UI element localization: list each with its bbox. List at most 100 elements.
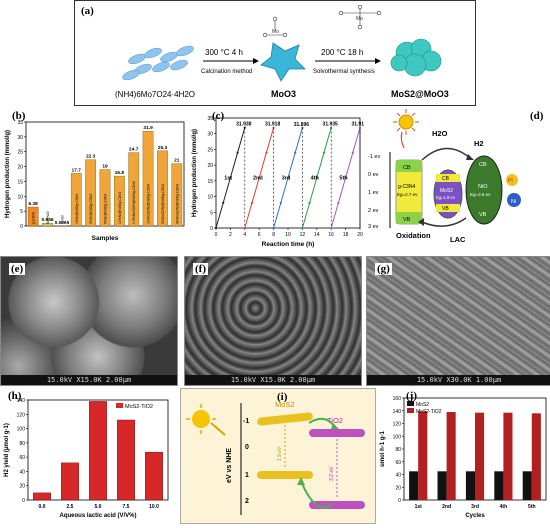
chart-h-category-label: 7.5 xyxy=(123,504,130,510)
chart-b-category-label: MoS2 xyxy=(60,215,64,224)
nhe-tick-m1: -1 xyxy=(243,418,249,425)
chart-j-svg: 0 20 40 60 80 100 120 140 160 1st 2nd 3rd 4th 5th MoS2… xyxy=(380,396,547,519)
chart-c-point xyxy=(279,201,282,204)
chart-j-ytick-label: 120 xyxy=(393,422,402,428)
chart-c-point xyxy=(301,126,304,129)
pt-particle xyxy=(506,174,518,186)
h2-text: H2 xyxy=(474,139,484,148)
chart-c-xlabel: Reaction time (h) xyxy=(262,241,315,248)
chart-j-category-label: 4th xyxy=(500,504,508,510)
chart-b-bar xyxy=(142,131,154,227)
chart-b-value-label: 0.946 xyxy=(42,217,54,223)
pt-text: Pt xyxy=(508,178,513,184)
chart-b-value-label: 19 xyxy=(102,164,108,170)
nio-eg: Eg=3.5 ev xyxy=(470,192,491,197)
chart-h-legend-swatch xyxy=(116,403,123,408)
chart-j-bar xyxy=(409,471,419,500)
chart-j-ytick-label: 140 xyxy=(393,409,402,415)
chart-b-category-label: Ni@NiO xyxy=(46,211,50,224)
chart-c-point xyxy=(286,176,290,179)
nio-name: NiO xyxy=(478,184,488,190)
chart-j-ytick-label: 80 xyxy=(395,447,401,453)
chart-j-ytick-label: 60 xyxy=(395,460,401,466)
sem-scale-g: 15.0kV X30.0K 1.00μm xyxy=(367,375,550,385)
chart-c-point xyxy=(258,176,261,179)
chart-b-value-label: 24.7 xyxy=(129,147,139,153)
chart-c-frame xyxy=(215,117,361,229)
chart-c-svg: 0 5 10 15 20 25 30 35 0 2 4 6 8 10 12 14 16 18 20 31.938 1st… xyxy=(192,116,367,248)
chart-b-bar xyxy=(56,225,68,227)
chart-c-point xyxy=(294,151,297,154)
chart-b-value-label: 16.8 xyxy=(115,170,125,176)
chart-c-point xyxy=(322,151,326,154)
chart-b-category-label: 5%Ni@NiO/g-C3N4 xyxy=(104,194,108,224)
panel-h-label: (h) xyxy=(8,390,22,402)
chart-c-ytick-label: 5 xyxy=(210,210,213,216)
chart-h-category-label: 5.0 xyxy=(95,504,102,510)
chart-j-bar xyxy=(503,412,513,500)
step2-bottom-text: Solvothermal synthesis xyxy=(313,69,375,75)
chart-c-ytick-label: 35 xyxy=(207,116,213,122)
precursor-crystals xyxy=(122,45,194,81)
panel-i-graphic: eV vs NHE -1 0 1 2 MoS2 TiO2 1.9 eV 3.2 … xyxy=(186,400,365,515)
chart-c-point xyxy=(351,151,354,154)
chart-c-point xyxy=(214,226,218,230)
panel-i: eV vs NHE -1 0 1 2 MoS2 TiO2 1.9 eV 3.2 … xyxy=(180,388,376,524)
chart-j-bar xyxy=(522,471,532,500)
oxidation-text: Oxidation xyxy=(396,231,431,240)
panel-b: 0 5 10 15 20 25 30 35 6.38 g-C3N4 0.946 Ni@NiO 0.006… xyxy=(0,108,188,256)
moo3-particle xyxy=(260,42,306,82)
panel-f-label: (f) xyxy=(193,263,208,275)
chart-c-ytick-label: 30 xyxy=(207,132,213,138)
chart-b-category-label: 0.5%MoS2/Ni@NiO/g-C3N4 xyxy=(132,181,136,224)
panel-d-graphic: -1 ev 0 ev 1 ev 2 ev 3 ev CB g-C3N4 Eg=2… xyxy=(368,109,521,244)
chart-j-bar xyxy=(531,413,541,500)
axis-tick-2: 2 ev xyxy=(368,208,379,214)
chart-h-xlabel: Aqueous lactic acid (V/V%) xyxy=(59,513,136,519)
chart-b-category-label: 2%MoS2/Ni@NiO/g-C3N4 xyxy=(161,184,165,224)
chart-b-bar xyxy=(42,222,53,227)
chart-c-xtick-label: 2 xyxy=(229,232,232,238)
mos2-vb-plate xyxy=(257,471,313,479)
chart-c-ytick-label: 15 xyxy=(207,179,213,185)
sem-scale-f: 15.0kV X15.0K 2.00μm xyxy=(185,375,361,385)
panel-i-label: (i) xyxy=(277,391,288,403)
chart-b-category-label: 3%Ni@NiO/g-C3N4 xyxy=(89,194,93,224)
sun-icon xyxy=(393,109,419,149)
chart-c-point xyxy=(344,176,347,179)
chart-c-point xyxy=(308,201,311,204)
chart-b-category-label: 4%MoS2/Ni@NiO/g-C3N4 xyxy=(175,184,179,224)
chart-c-peak-label: 31.935 xyxy=(323,122,339,128)
chart-c-xtick-label: 16 xyxy=(328,232,334,238)
chart-c-peak-label: 31.896 xyxy=(294,122,310,128)
chart-j-legend-swatch xyxy=(407,408,414,413)
chart-b-bar xyxy=(27,206,39,227)
panel-c: 0 5 10 15 20 25 30 35 0 2 4 6 8 10 12 14 16 18 20 31.938 1st… xyxy=(188,108,367,256)
mos2-moo3-particle xyxy=(390,38,442,77)
gcn-eg: Eg=2.7 ev xyxy=(397,192,418,197)
precursor-text: (NH4)6Mo7O24·4H2O xyxy=(115,90,195,99)
chart-c-cycle-label: 3rd xyxy=(282,176,291,182)
chart-b-category-label: 1%Ni@NiO/g-C3N4 xyxy=(75,194,79,224)
chart-b-bar xyxy=(85,159,97,227)
chart-c-point xyxy=(272,226,275,230)
panel-h: 0 20 40 60 80 100 120 140 0.0 2.5 5.0 7.5 10.0 MoS2-T… xyxy=(0,388,178,522)
svg-text:Mo: Mo xyxy=(272,29,279,35)
chart-b-value-label: 31.9 xyxy=(143,125,153,131)
chart-j-xlabel: Cycles xyxy=(465,513,485,519)
chart-j-ylabel: umol h-1 g-1 xyxy=(380,431,386,467)
chart-b-bar xyxy=(128,152,140,227)
chart-c-ylabel: Hydrogen production (mmol/g) xyxy=(192,129,198,217)
chart-c-ytick-label: 10 xyxy=(207,195,213,201)
chart-j-bar xyxy=(446,412,456,500)
chart-h-category-label: 0.0 xyxy=(39,504,46,510)
chart-b-ylabel: Hydrogen production (mmol/g) xyxy=(5,130,11,218)
chart-h-ytick-label: 120 xyxy=(17,412,26,418)
tio2-label: TiO2 xyxy=(327,416,343,425)
sem-image-f: (f) 15.0kV X15.0K 2.00μm xyxy=(184,256,362,386)
axis-tick-1: 1 ev xyxy=(368,190,379,196)
chart-c-cycle-label: 5th xyxy=(339,176,348,182)
chart-j-ytick-label: 100 xyxy=(393,434,402,440)
mos2-cb: CB xyxy=(442,176,450,182)
